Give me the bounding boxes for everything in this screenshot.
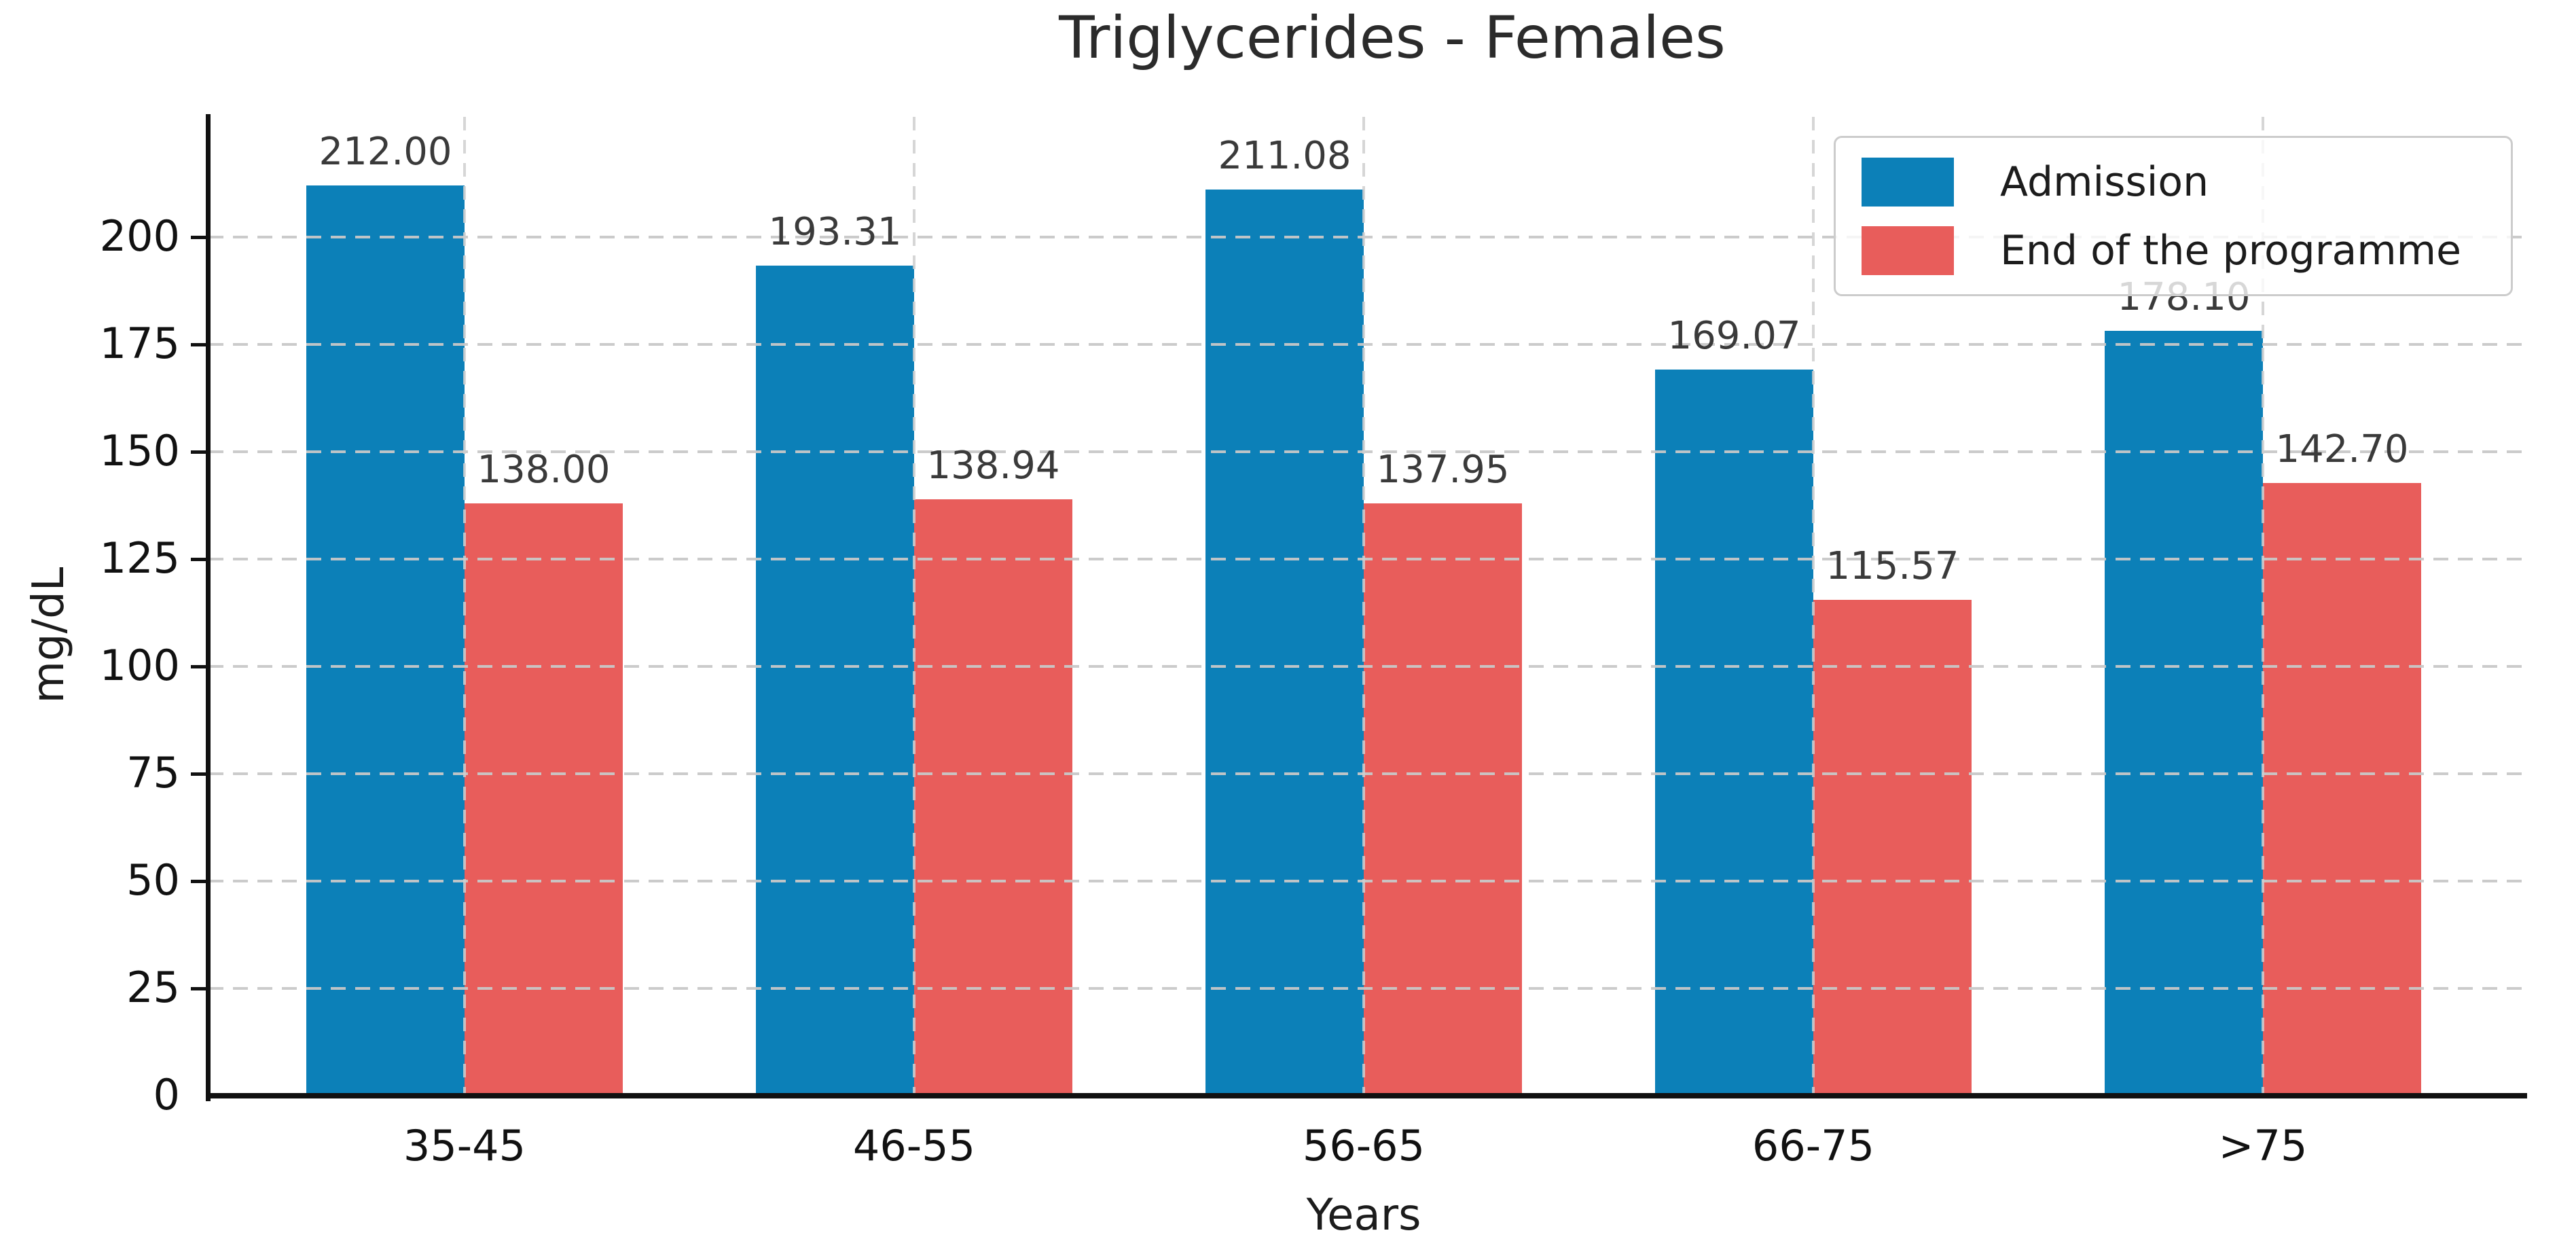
gridline-vertical xyxy=(463,117,466,1096)
bar-value-label: 138.94 xyxy=(926,443,1060,488)
bar-value-label: 193.31 xyxy=(768,210,902,255)
y-tick-mark xyxy=(191,665,208,668)
gridline-vertical xyxy=(1362,117,1365,1096)
legend-label: End of the programme xyxy=(2000,226,2462,274)
x-tick-label-56-65: 56-65 xyxy=(1302,1121,1426,1170)
admission-bar-56-65 xyxy=(1205,189,1364,1096)
x-tick-label-66-75: 66-75 xyxy=(1752,1121,1875,1170)
gridline-horizontal xyxy=(208,772,2523,775)
legend-item-admission: Admission xyxy=(1862,157,2490,207)
end-of-programme-bar-66-75 xyxy=(1813,599,1972,1096)
y-tick-label: 50 xyxy=(126,855,180,906)
admission-bar-35-45 xyxy=(306,185,465,1096)
end-of-programme-bar-gt75 xyxy=(2263,483,2421,1096)
gridline-horizontal xyxy=(208,236,2523,238)
gridline-vertical xyxy=(1812,117,1815,1096)
x-axis-spine xyxy=(206,1093,2527,1098)
y-tick-mark xyxy=(191,987,208,990)
y-tick-label: 0 xyxy=(153,1070,180,1120)
bar-value-label: 138.00 xyxy=(477,447,611,492)
y-tick-mark xyxy=(191,236,208,239)
admission-bar-gt75 xyxy=(2105,331,2263,1096)
y-tick-mark xyxy=(191,772,208,776)
y-tick-mark xyxy=(191,450,208,454)
end-of-programme-bar-46-55 xyxy=(914,499,1072,1096)
y-tick-label: 100 xyxy=(99,641,180,691)
legend: Admission End of the programme xyxy=(1834,136,2513,296)
x-tick-label-46-55: 46-55 xyxy=(852,1121,976,1170)
gridline-vertical xyxy=(913,117,915,1096)
gridline-horizontal xyxy=(208,558,2523,560)
y-axis-spine xyxy=(206,114,211,1101)
y-tick-mark xyxy=(191,558,208,561)
bar-value-label: 142.70 xyxy=(2275,427,2409,472)
x-tick-label-35-45: 35-45 xyxy=(403,1121,526,1170)
gridline-horizontal xyxy=(208,987,2523,990)
end-of-programme-bar-35-45 xyxy=(465,503,623,1096)
bar-value-label: 137.95 xyxy=(1376,448,1510,493)
admission-bar-46-55 xyxy=(756,266,914,1096)
bar-value-label: 212.00 xyxy=(319,130,452,175)
y-tick-mark xyxy=(191,343,208,346)
x-axis-label: Years xyxy=(1306,1190,1421,1240)
y-tick-label: 75 xyxy=(126,748,180,798)
legend-label: Admission xyxy=(2000,158,2209,206)
end-of-programme-swatch-icon xyxy=(1862,226,1954,275)
admission-bar-66-75 xyxy=(1655,370,1813,1096)
y-tick-mark xyxy=(191,880,208,883)
bar-value-label: 115.57 xyxy=(1826,543,1959,588)
y-tick-label: 175 xyxy=(99,319,180,369)
legend-item-end-of-programme: End of the programme xyxy=(1862,226,2490,275)
chart-title: Triglycerides - Females xyxy=(1059,4,1726,72)
y-tick-label: 125 xyxy=(99,533,180,584)
gridline-horizontal xyxy=(208,880,2523,882)
gridline-horizontal xyxy=(208,450,2523,453)
gridline-vertical xyxy=(2262,117,2264,1096)
gridline-horizontal xyxy=(208,343,2523,346)
bar-value-label: 211.08 xyxy=(1218,133,1352,178)
bar-value-label: 169.07 xyxy=(1667,314,1801,359)
y-tick-label: 150 xyxy=(99,426,180,476)
y-tick-label: 200 xyxy=(99,211,180,262)
gridline-horizontal xyxy=(208,665,2523,668)
admission-swatch-icon xyxy=(1862,157,1954,207)
x-tick-label-gt75: >75 xyxy=(2218,1121,2308,1170)
end-of-programme-bar-56-65 xyxy=(1364,503,1522,1096)
y-tick-label: 25 xyxy=(126,963,180,1013)
